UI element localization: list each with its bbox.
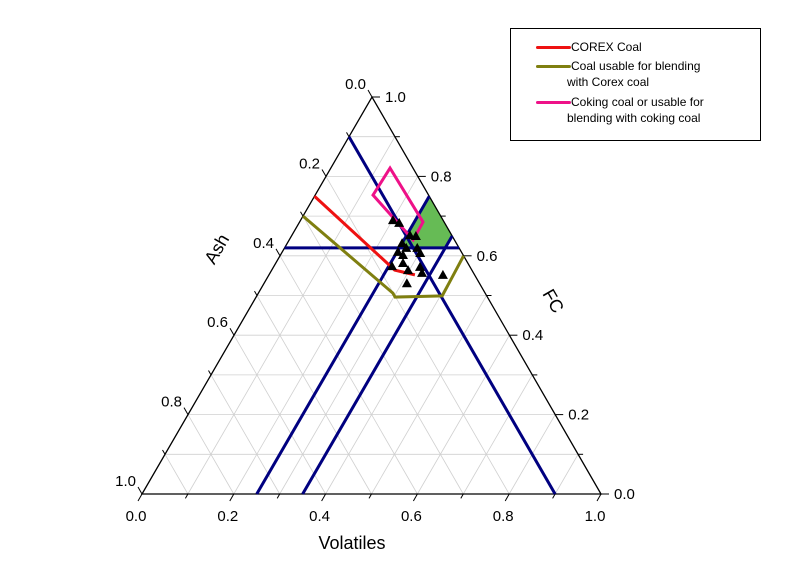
tick-ash <box>162 449 166 455</box>
tick-label-ash: 0.0 <box>345 76 366 93</box>
tick-ash <box>208 370 212 376</box>
grid-line-volatiles <box>554 454 579 495</box>
sample-point-triangle <box>415 248 426 258</box>
grid-line-volatiles <box>187 136 396 495</box>
grid-line-ash <box>325 176 510 495</box>
sample-point-triangle <box>414 261 425 271</box>
sample-point-triangle <box>398 257 409 267</box>
sample-point-triangle <box>401 242 412 252</box>
tick-volatiles <box>596 493 602 502</box>
sample-point-triangle <box>401 278 412 288</box>
x-axis-title: Volatiles <box>318 533 385 553</box>
sample-point-triangle <box>404 230 415 240</box>
left-axis-title: Ash <box>200 231 233 268</box>
tick-volatiles <box>460 493 464 499</box>
sample-point-triangle <box>417 267 428 277</box>
tick-label-volatiles: 0.4 <box>309 508 330 525</box>
grid-line-ash <box>279 255 418 495</box>
tick-layer: 0.0 0.0 0.0 0.2 0.2 0.2 0.4 0.4 0.4 0.6 0.6 0.6 0.8 0… <box>115 76 635 525</box>
tick-volatiles <box>412 493 418 502</box>
grid-line-volatiles <box>462 374 533 495</box>
tick-volatiles <box>504 493 510 502</box>
grid-line-volatiles <box>371 295 487 495</box>
tick-label-volatiles: 0.6 <box>401 508 422 525</box>
tick-volatiles <box>137 493 143 502</box>
tick-label-fc: 0.4 <box>522 327 543 344</box>
boundary-line <box>301 235 454 495</box>
sample-point-triangle <box>437 269 448 279</box>
sample-point-triangle <box>398 250 409 260</box>
tick-volatiles <box>368 493 372 499</box>
tick-label-ash: 0.6 <box>207 314 228 331</box>
region-outline <box>302 214 465 299</box>
tick-ash <box>137 486 143 495</box>
tick-volatiles <box>184 493 189 499</box>
tick-ash <box>254 290 258 296</box>
tick-ash <box>183 407 189 415</box>
legend-swatch <box>536 65 571 68</box>
tick-label-ash: 0.4 <box>253 235 274 252</box>
legend-label-line2: with Corex coal <box>567 75 650 89</box>
grid-line-ash <box>164 454 189 495</box>
tick-label-ash: 0.2 <box>299 155 320 172</box>
legend-swatch <box>536 101 571 104</box>
tick-label-volatiles: 0.8 <box>493 508 514 525</box>
tick-ash <box>367 89 373 98</box>
boundary-lines-layer <box>255 135 557 495</box>
tick-label-fc: 0.2 <box>568 407 589 424</box>
legend-label-line2: blending with coking coal <box>567 111 701 125</box>
tick-label-fc: 0.0 <box>614 486 635 503</box>
tick-volatiles <box>552 493 556 499</box>
legend-swatch <box>536 46 571 49</box>
grid-line-ash <box>233 335 326 495</box>
grid-line-ash <box>187 414 235 495</box>
sample-point-triangle <box>397 238 408 248</box>
legend-label: COREX Coal <box>571 40 642 54</box>
tick-label-volatiles: 0.0 <box>126 508 147 525</box>
tick-ash <box>346 132 350 137</box>
sample-point-triangle <box>403 265 414 275</box>
sample-points-layer <box>386 215 448 288</box>
sample-point-triangle <box>394 217 405 227</box>
tick-ash <box>300 211 304 217</box>
legend-label-line1: Coking coal or usable for <box>571 95 704 109</box>
tick-ash <box>275 248 281 257</box>
tick-volatiles <box>276 493 281 499</box>
legend-label-line1: Coal usable for blending <box>571 59 701 73</box>
boundary-line <box>347 135 557 495</box>
sample-point-triangle <box>387 215 398 225</box>
tick-label-volatiles: 1.0 <box>585 508 606 525</box>
tick-volatiles <box>229 493 235 502</box>
tick-label-volatiles: 0.2 <box>217 508 238 525</box>
tick-ash <box>229 327 235 336</box>
tick-label-fc: 0.6 <box>477 248 498 265</box>
grid-line-ash <box>210 374 281 495</box>
legend-item-corex: COREX Coal <box>511 40 760 55</box>
grid-line-volatiles <box>279 215 442 495</box>
sample-point-triangle <box>410 230 421 240</box>
tick-ash <box>321 169 327 177</box>
legend: COREX Coal Coal usable for blending with… <box>510 28 761 141</box>
tick-label-fc: 1.0 <box>385 89 406 106</box>
sample-point-triangle <box>386 261 397 271</box>
tick-label-fc: 0.8 <box>431 168 452 185</box>
legend-item-coking: Coking coal or usable for blending with … <box>511 95 760 125</box>
tick-volatiles <box>321 493 327 502</box>
tick-label-ash: 0.8 <box>161 394 182 411</box>
right-axis-title: FC <box>539 286 568 317</box>
tick-label-ash: 1.0 <box>115 473 136 490</box>
legend-item-blending-corex: Coal usable for blending with Corex coal <box>511 59 760 89</box>
sample-point-triangle <box>392 246 403 256</box>
